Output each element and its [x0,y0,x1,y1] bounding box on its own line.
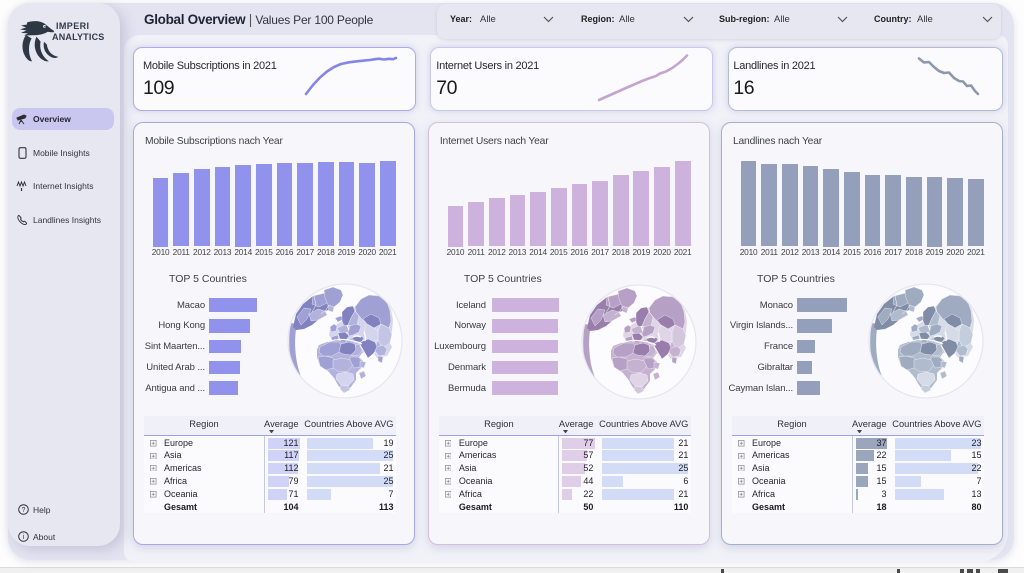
svg-text:i: i [23,534,25,541]
svg-text:?: ? [22,507,26,514]
